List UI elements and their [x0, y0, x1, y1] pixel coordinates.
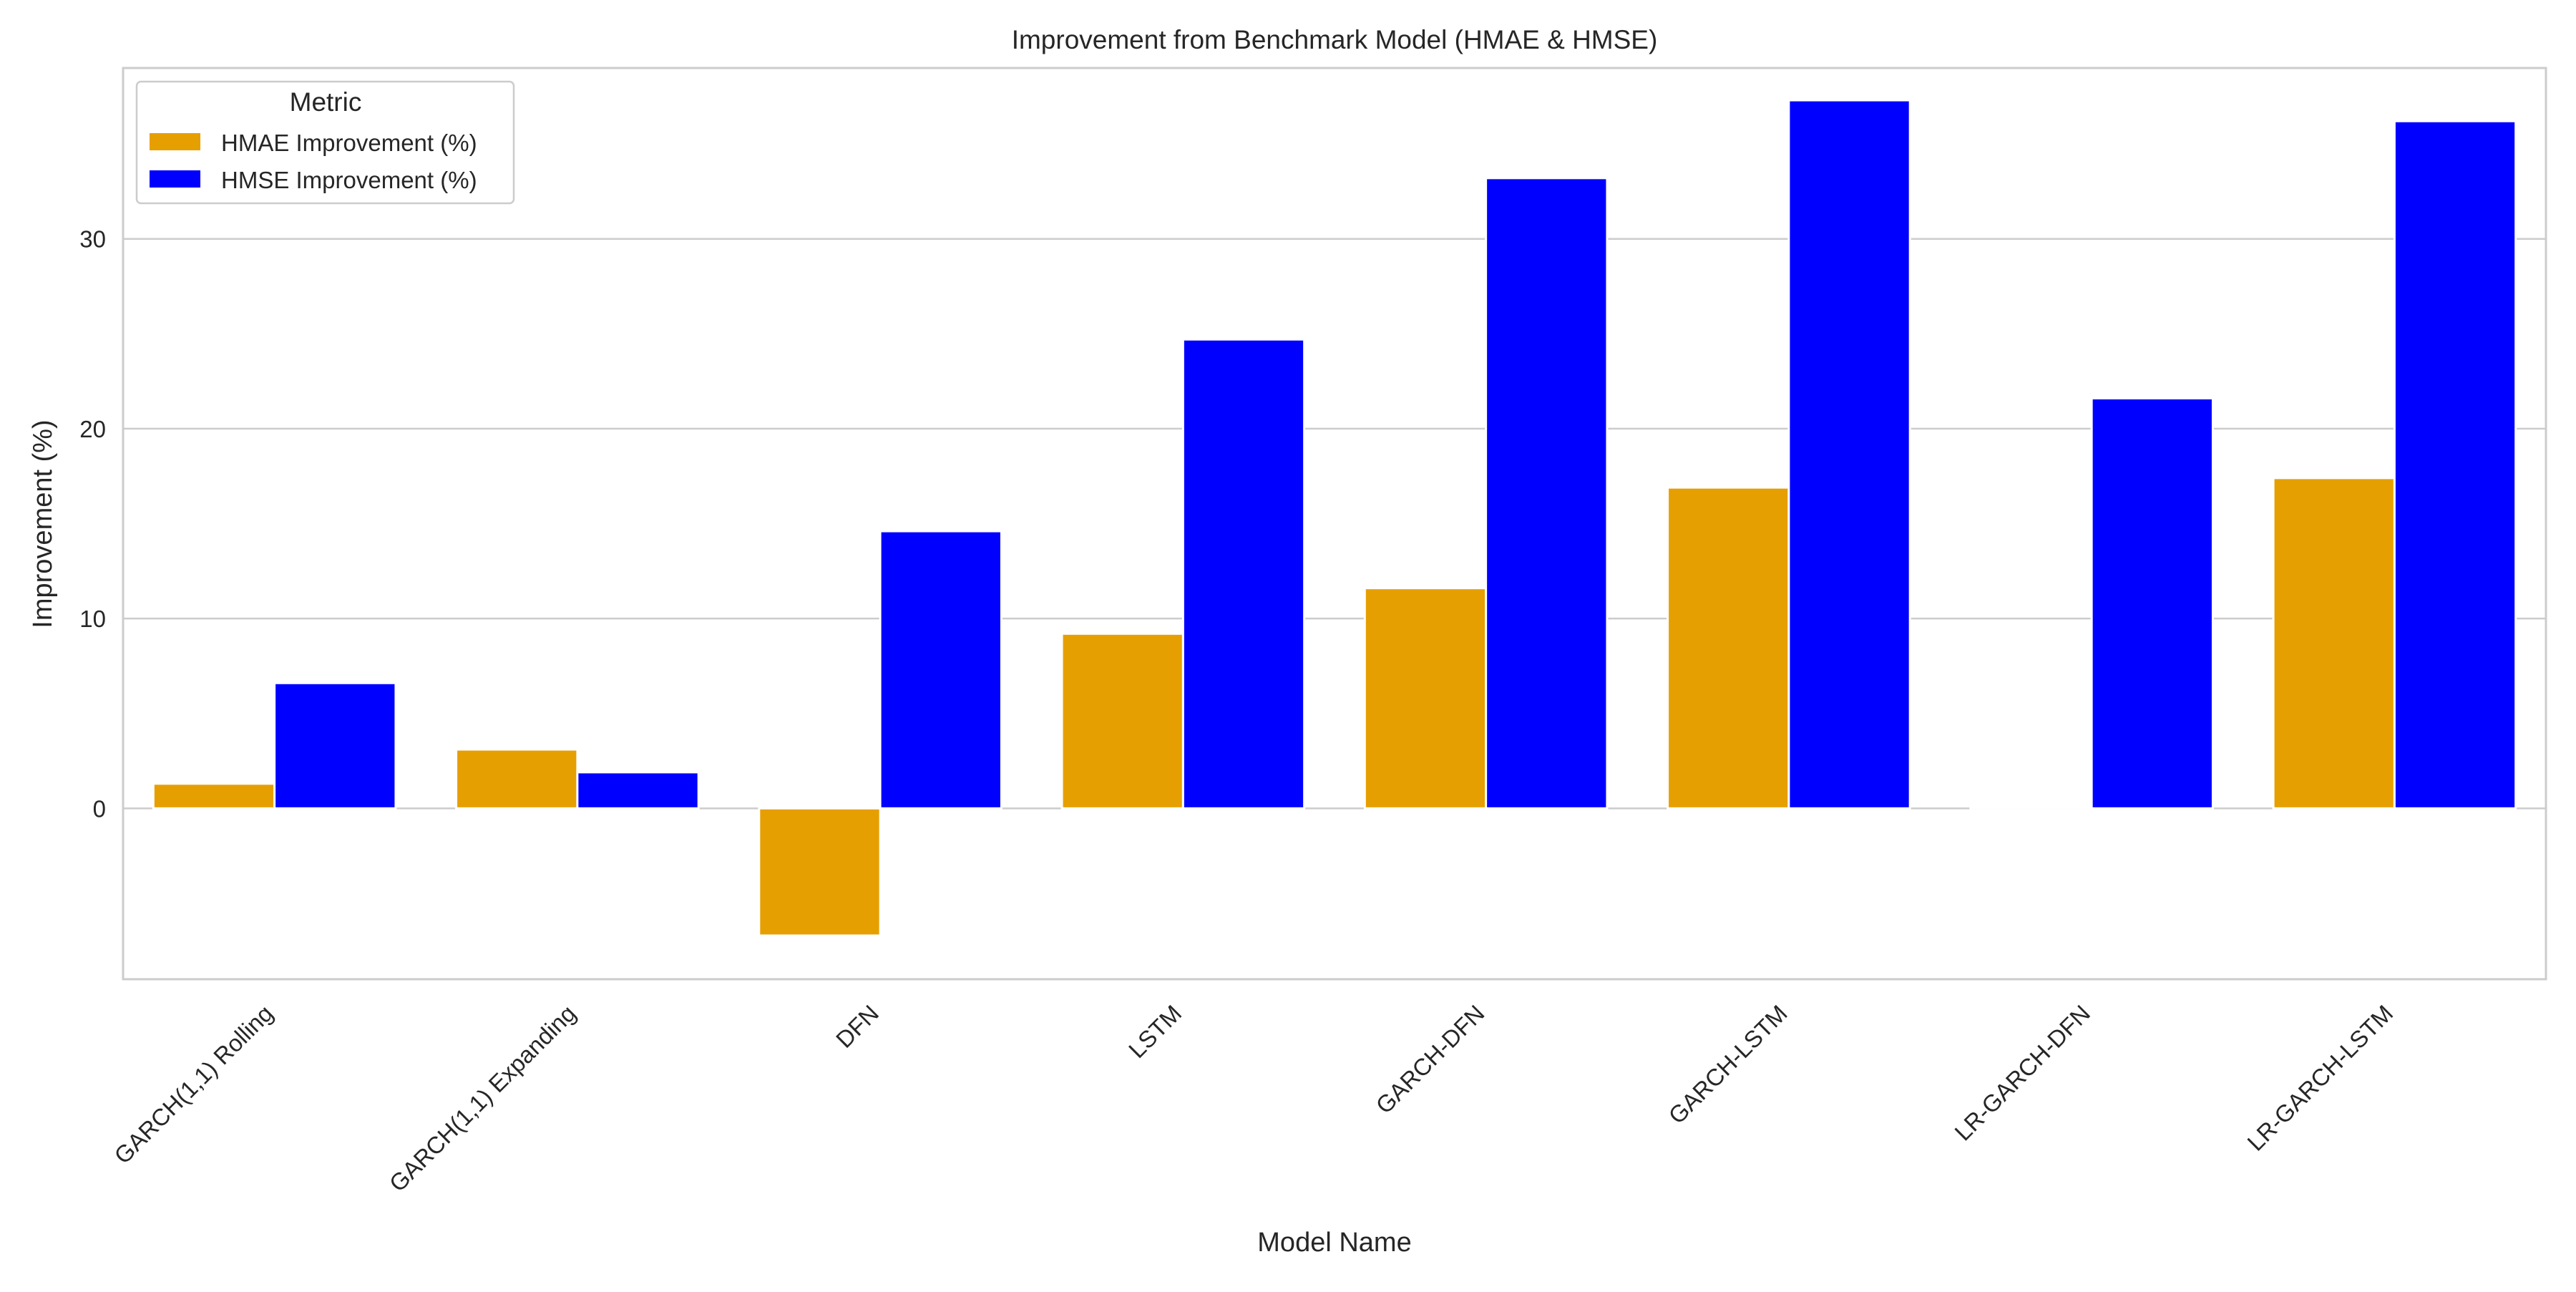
bar-hmse-0 [273, 681, 397, 810]
bar-hmae-2 [758, 807, 882, 937]
bar-hmse-1 [576, 771, 700, 810]
bar-hmse-4 [1485, 177, 1609, 810]
y-tick-label: 10 [79, 606, 106, 632]
bar-hmse-2 [879, 530, 1002, 810]
legend: Metric HMAE Improvement (%) HMSE Improve… [135, 80, 515, 205]
legend-swatch-hmae [150, 133, 200, 150]
legend-label-hmse: HMSE Improvement (%) [221, 167, 477, 193]
legend-label-hmae: HMAE Improvement (%) [221, 130, 477, 156]
x-axis-label: Model Name [1257, 1228, 1411, 1258]
bar-hmae-1 [455, 748, 579, 810]
bar-hmae-7 [2272, 477, 2396, 810]
bar-hmae-4 [1363, 587, 1488, 810]
y-axis-label: Improvement (%) [28, 419, 58, 628]
bar-hmae-3 [1060, 632, 1184, 810]
bar-hmse-3 [1181, 338, 1306, 810]
bar-hmse-5 [1787, 99, 1911, 810]
bar-hmse-6 [2090, 397, 2214, 810]
bar-hmse-7 [2393, 120, 2517, 810]
plot-frame [122, 67, 2547, 981]
legend-frame [135, 80, 515, 205]
legend-title: Metric [290, 87, 362, 117]
bar-hmae-0 [152, 782, 276, 810]
bar-hmae-6 [1969, 805, 2093, 810]
bars [152, 99, 2517, 937]
legend-swatch-hmse [150, 170, 200, 188]
chart-title: Improvement from Benchmark Model (HMAE &… [1012, 25, 1658, 54]
y-tick-label: 0 [93, 795, 106, 822]
y-tick-label: 30 [79, 226, 106, 253]
bar-hmae-5 [1667, 486, 1790, 810]
y-tick-label: 20 [79, 416, 106, 442]
